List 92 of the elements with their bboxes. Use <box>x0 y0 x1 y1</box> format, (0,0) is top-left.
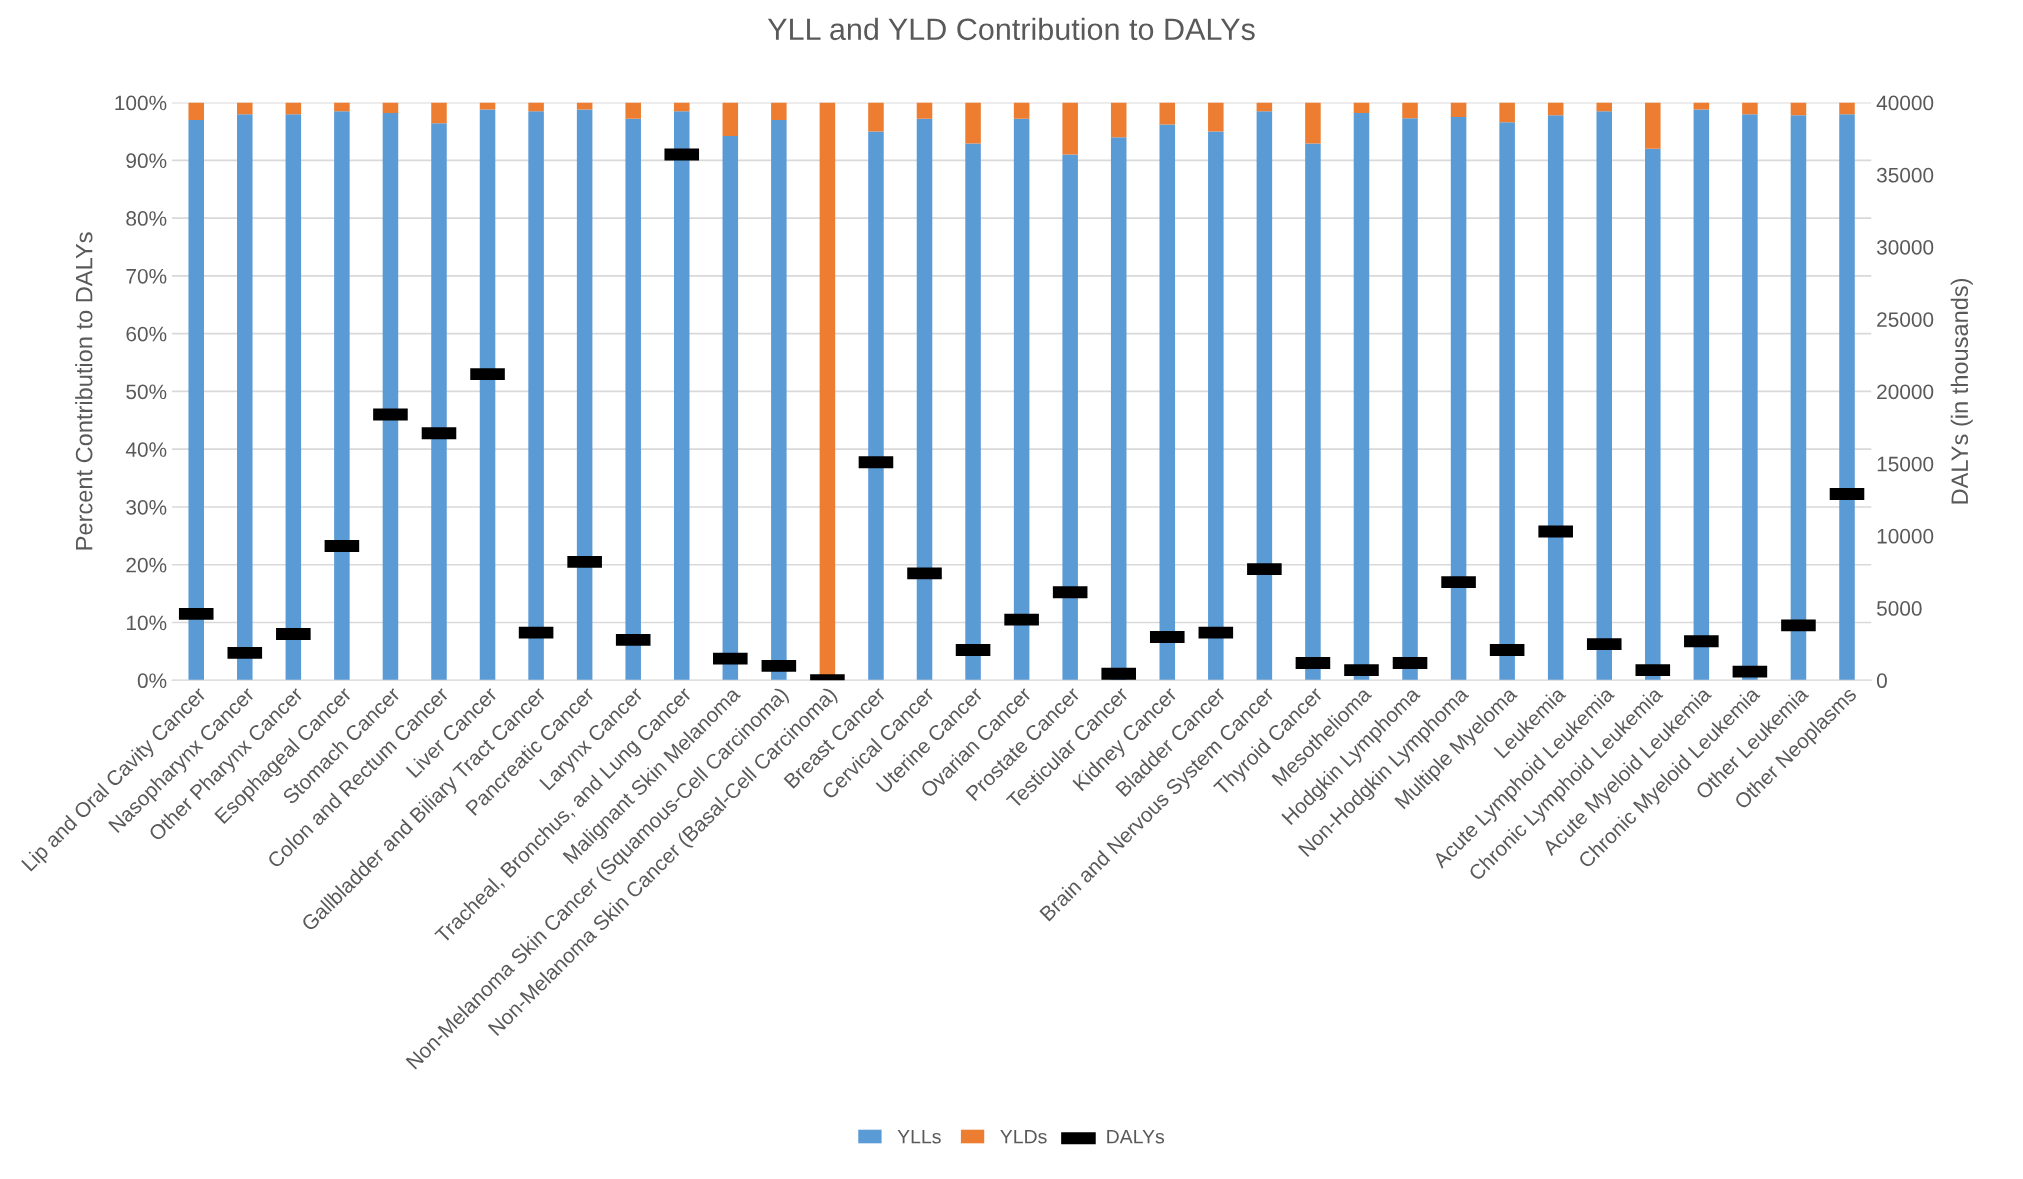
bar <box>1305 102 1321 144</box>
y-tick-label: 60% <box>126 326 167 342</box>
legend-label: DALYs <box>1107 1129 1165 1144</box>
bar <box>722 136 739 681</box>
bar <box>576 102 593 110</box>
bar <box>1596 102 1613 112</box>
bar <box>965 143 981 681</box>
bar <box>382 112 399 681</box>
bar <box>625 118 641 681</box>
y-tick-label: 100% <box>115 95 167 111</box>
bar <box>1402 102 1418 119</box>
bar <box>1693 109 1710 681</box>
bar <box>1790 115 1807 681</box>
bar <box>528 102 544 112</box>
bar <box>431 102 447 124</box>
bar <box>1499 102 1515 123</box>
bar <box>625 102 641 119</box>
bar <box>868 131 884 681</box>
y-tick-label: 20% <box>126 557 167 573</box>
bar <box>1013 118 1030 681</box>
bar <box>431 123 447 681</box>
bar <box>965 102 981 144</box>
bar <box>1790 102 1807 116</box>
bar <box>1645 148 1661 681</box>
bar <box>1839 102 1855 115</box>
bar <box>576 109 593 681</box>
bar <box>382 102 399 113</box>
bar <box>1159 124 1176 681</box>
y-axis-title: Percent Contribution to DALYs <box>75 232 93 550</box>
bar <box>1305 143 1321 681</box>
bar <box>1547 102 1564 116</box>
bar <box>1547 115 1564 681</box>
y2-tick-label: 35000 <box>1876 167 1934 183</box>
y2-axis-title: DALYs (in thousands) <box>1950 278 1973 504</box>
bar <box>1208 131 1224 681</box>
bar <box>1693 102 1710 110</box>
bar <box>771 119 787 681</box>
bar <box>1159 102 1176 125</box>
y-tick-label: 80% <box>126 211 167 226</box>
y-tick-label: 90% <box>126 153 167 169</box>
chart-title: YLL and YLD Contribution to DALYs <box>767 17 1255 41</box>
bar <box>1596 111 1613 681</box>
y2-tick-label: 5000 <box>1876 601 1922 616</box>
bar <box>528 111 544 681</box>
y-tick-label: 40% <box>125 442 167 457</box>
y-tick-label: 50% <box>126 384 167 400</box>
y-tick-label: 10% <box>126 615 167 631</box>
bar <box>285 102 302 115</box>
y2-tick-label: 25000 <box>1877 312 1934 327</box>
bar <box>1742 102 1758 115</box>
bar <box>334 102 350 112</box>
bar <box>771 102 787 120</box>
bar <box>479 109 496 681</box>
y2-tick-label: 0 <box>1876 673 1887 689</box>
bar <box>188 119 204 681</box>
bar <box>1353 112 1370 681</box>
bar <box>285 114 302 681</box>
bar <box>673 111 690 681</box>
y2-tick-label: 15000 <box>1877 456 1934 472</box>
bar <box>479 102 496 110</box>
bar <box>1208 102 1224 132</box>
y-tick-label: 70% <box>126 268 167 284</box>
bar <box>1062 154 1078 681</box>
bar <box>1013 102 1030 119</box>
bar <box>1450 117 1467 681</box>
y2-tick-label: 20000 <box>1877 384 1934 400</box>
bar <box>1645 102 1661 149</box>
bar <box>1353 102 1370 113</box>
bar <box>1450 102 1467 118</box>
bar <box>237 114 253 681</box>
bar <box>1499 122 1515 681</box>
bar <box>1110 102 1127 138</box>
bar <box>868 102 884 132</box>
y2-tick-label: 10000 <box>1877 528 1934 544</box>
bar <box>722 102 739 137</box>
bar <box>916 102 933 119</box>
bar <box>237 102 253 115</box>
bar <box>916 118 933 681</box>
legend-label: YLDs <box>1000 1129 1047 1144</box>
y2-tick-label: 30000 <box>1876 240 1934 255</box>
bar <box>1839 114 1855 681</box>
y2-tick-label: 40000 <box>1876 95 1934 111</box>
bar <box>673 102 690 112</box>
bar <box>1062 102 1078 155</box>
bar <box>188 102 204 120</box>
legend-label: YLLs <box>897 1129 941 1144</box>
y-tick-label: 30% <box>126 499 167 515</box>
y-tick-label: 0% <box>137 673 167 689</box>
bar <box>1256 111 1273 681</box>
bar <box>1402 118 1418 681</box>
bar <box>334 111 350 681</box>
bar <box>1742 114 1758 681</box>
